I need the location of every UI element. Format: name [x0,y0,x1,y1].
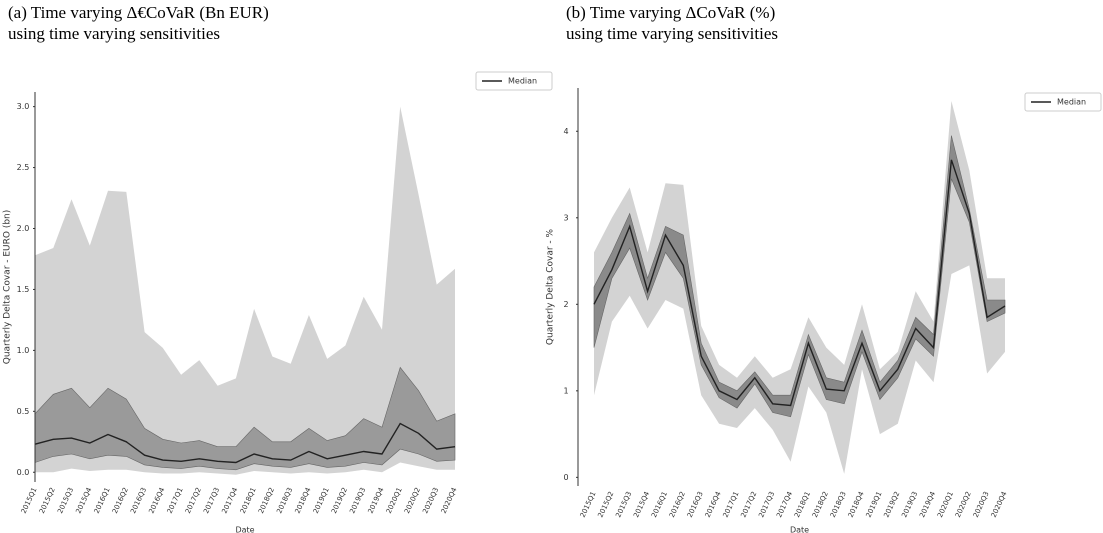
x-axis-label: Date [790,526,809,533]
x-tick-label: 2017Q2 [184,486,203,515]
x-tick-label: 2017Q4 [775,490,794,519]
legend-box [475,71,553,91]
x-tick-label: 2020Q3 [972,490,991,519]
y-tick-label: 2.5 [17,163,30,172]
x-tick-label: 2019Q4 [918,490,937,519]
y-tick-label: 4 [563,127,568,136]
y-tick-label: 0.5 [17,407,30,416]
x-tick-label: 2020Q3 [421,486,440,515]
x-tick-label: 2016Q1 [93,486,112,515]
x-tick-label: 2020Q4 [990,490,1009,519]
x-tick-label: 2018Q4 [847,490,866,519]
median-line [593,159,1006,407]
x-tick-label: 2017Q2 [739,490,758,519]
x-tick-label: 2016Q3 [686,490,705,519]
x-tick-label: 2015Q1 [20,486,39,515]
y-tick-label: 2 [563,300,568,309]
y-tick-label: 1.0 [17,346,30,355]
x-tick-label: 2015Q2 [597,490,616,519]
y-tick-label: 1 [563,386,568,395]
x-tick-label: 2019Q2 [882,490,901,519]
chart-title: (a) Time varying Δ€CoVaR (Bn EUR) [8,3,269,22]
x-tick-label: 2016Q3 [129,486,148,515]
y-tick-label: 0.0 [17,468,30,477]
x-tick-label: 2017Q1 [722,490,741,519]
y-axis-label: Quarterly Delta Covar - % [546,228,556,345]
x-tick-label: 2017Q4 [221,486,240,515]
legend-label: Median [508,77,537,86]
median-line [34,422,456,464]
x-tick-label: 2015Q3 [614,490,633,519]
legend-box [1024,92,1102,112]
x-tick-label: 2018Q4 [294,486,313,515]
x-tick-label: 2020Q1 [385,486,404,515]
band [593,135,1006,418]
x-tick-label: 2019Q1 [865,490,884,519]
chart-subtitle: using time varying sensitivities [8,24,220,43]
y-tick-label: 3.0 [17,102,30,111]
chart-title: (b) Time varying ΔCoVaR (%) [566,3,775,22]
x-tick-label: 2018Q2 [811,490,830,519]
x-tick-label: 2019Q3 [900,490,919,519]
x-tick-label: 2018Q2 [257,486,276,515]
x-tick-label: 2018Q3 [829,490,848,519]
x-tick-label: 2017Q1 [166,486,185,515]
x-tick-label: 2020Q1 [936,490,955,519]
band [34,366,456,471]
x-tick-label: 2015Q1 [579,490,598,519]
band [35,106,455,475]
x-tick-label: 2019Q1 [312,486,331,515]
x-tick-label: 2015Q3 [56,486,75,515]
x-tick-label: 2016Q4 [704,490,723,519]
x-tick-label: 2017Q3 [757,490,776,519]
x-tick-label: 2018Q1 [239,486,258,515]
x-tick-label: 2018Q1 [793,490,812,519]
x-tick-label: 2015Q2 [38,486,57,515]
x-tick-label: 2016Q4 [147,486,166,515]
x-tick-label: 2015Q4 [632,490,651,519]
x-tick-label: 2017Q3 [202,486,221,515]
y-tick-label: 0 [563,473,568,482]
x-tick-label: 2016Q2 [111,486,130,515]
x-tick-label: 2015Q4 [74,486,93,515]
y-tick-label: 1.5 [17,285,30,294]
x-tick-label: 2016Q2 [668,490,687,519]
x-tick-label: 2018Q3 [275,486,294,515]
x-tick-label: 2016Q1 [650,490,669,519]
x-tick-label: 2020Q4 [440,486,459,515]
band [594,101,1005,474]
chart-subtitle: using time varying sensitivities [566,24,778,43]
x-tick-label: 2020Q2 [403,486,422,515]
x-axis-label: Date [235,526,254,533]
y-tick-label: 3 [563,213,568,222]
x-tick-label: 2020Q2 [954,490,973,519]
x-tick-label: 2019Q2 [330,486,349,515]
x-tick-label: 2019Q3 [348,486,367,515]
y-tick-label: 2.0 [17,224,30,233]
legend-label: Median [1057,98,1086,107]
y-axis-label: Quarterly Delta Covar - EURO (bn) [3,210,13,365]
x-tick-label: 2019Q4 [367,486,386,515]
